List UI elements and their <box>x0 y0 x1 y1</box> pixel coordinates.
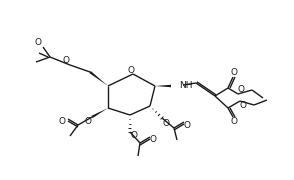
Text: O: O <box>230 118 238 127</box>
Text: O: O <box>150 136 156 145</box>
Text: NH: NH <box>179 80 193 89</box>
Text: O: O <box>34 37 41 46</box>
Text: O: O <box>163 118 170 127</box>
Text: O: O <box>240 100 246 109</box>
Polygon shape <box>155 85 171 87</box>
Polygon shape <box>89 71 108 86</box>
Text: O: O <box>230 68 238 76</box>
Text: O: O <box>128 66 134 75</box>
Polygon shape <box>91 108 108 118</box>
Text: O: O <box>84 118 91 127</box>
Text: O: O <box>183 120 191 129</box>
Text: O: O <box>131 132 138 141</box>
Text: O: O <box>63 55 69 64</box>
Text: O: O <box>59 118 66 127</box>
Text: O: O <box>238 84 245 93</box>
